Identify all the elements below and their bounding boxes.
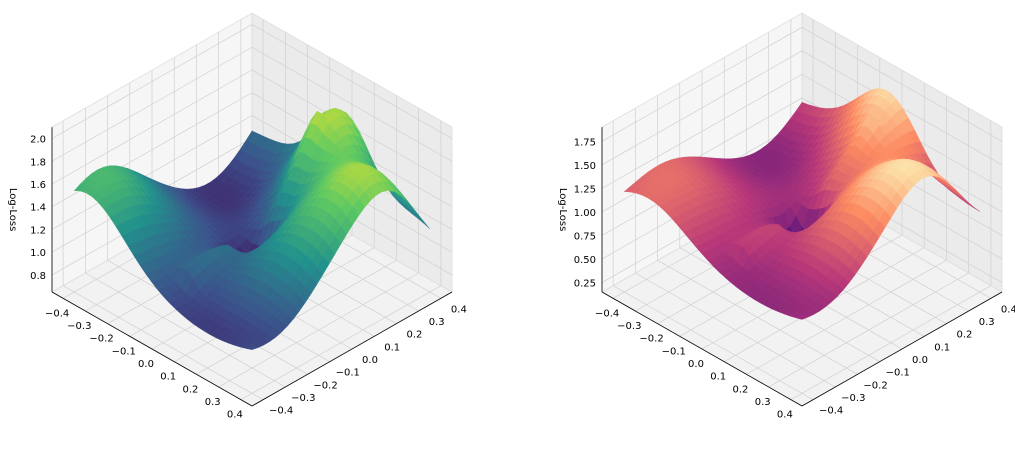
- x-tick-label: 0.2: [732, 384, 748, 395]
- x-tick-label: −0.3: [67, 321, 91, 332]
- x-tick-label: 0.0: [688, 359, 704, 370]
- surface-facet: [795, 314, 809, 320]
- y-tick-label: 0.4: [1001, 304, 1015, 315]
- x-tick-label: −0.4: [45, 308, 69, 319]
- y-tick-label: −0.1: [886, 368, 910, 379]
- x-tick-label: 0.2: [182, 384, 198, 395]
- axes: [51, 127, 453, 407]
- axes: [601, 127, 1003, 407]
- z-tick-label: 0.75: [574, 231, 596, 242]
- z-tick-label: 1.4: [30, 203, 46, 214]
- y-tick-label: 0.2: [956, 330, 972, 341]
- surface-plot-right: −0.4−0.3−0.2−0.10.00.10.20.30.4 −0.4−0.3−…: [557, 12, 1015, 421]
- y-tick-label: 0.3: [429, 317, 445, 328]
- x-tick-label: 0.1: [710, 372, 726, 383]
- surface-mesh: [623, 88, 980, 320]
- y-tick-label: −0.1: [336, 368, 360, 379]
- x-tick-label: 0.3: [755, 397, 771, 408]
- z-tick-label: 1.50: [574, 161, 596, 172]
- x-tick-label: 0.1: [160, 372, 176, 383]
- x-tick-label: 0.4: [777, 410, 793, 421]
- y-tick-label: 0.4: [451, 304, 467, 315]
- z-axis-label: Log-Loss: [7, 188, 18, 231]
- z-tick-label: 1.8: [30, 157, 46, 168]
- y-tick-label: 0.1: [384, 342, 400, 353]
- surface-plot-left: −0.4−0.3−0.2−0.10.00.10.20.30.4 −0.4−0.3−…: [7, 12, 467, 421]
- y-tick-label: −0.3: [841, 393, 865, 404]
- z-tick-label: 1.6: [30, 180, 46, 191]
- x-tick-label: −0.2: [639, 334, 663, 345]
- x-tick-label: −0.1: [112, 346, 136, 357]
- y-tick-label: −0.2: [863, 380, 887, 391]
- x-tick-label: −0.4: [595, 308, 619, 319]
- tick-labels: −0.4−0.3−0.2−0.10.00.10.20.30.4 −0.4−0.3−…: [30, 135, 467, 421]
- x-tick-label: −0.1: [662, 346, 686, 357]
- x-tick-label: −0.2: [89, 334, 113, 345]
- z-tick-label: 1.2: [30, 225, 46, 236]
- z-tick-label: 0.8: [30, 271, 46, 282]
- x-tick-label: −0.3: [617, 321, 641, 332]
- surface-mesh: [73, 107, 430, 350]
- z-tick-label: 0.25: [574, 279, 596, 290]
- surface-facet: [245, 345, 259, 350]
- z-axis-label: Log-Loss: [557, 188, 568, 231]
- y-tick-label: 0.2: [406, 330, 422, 341]
- y-tick-label: 0.0: [912, 355, 928, 366]
- y-tick-label: 0.0: [362, 355, 378, 366]
- x-tick-label: 0.3: [205, 397, 221, 408]
- y-tick-label: −0.4: [269, 406, 293, 417]
- y-tick-label: −0.3: [291, 393, 315, 404]
- z-tick-label: 1.0: [30, 248, 46, 259]
- z-tick-label: 1.00: [574, 208, 596, 219]
- y-tick-label: 0.3: [979, 317, 995, 328]
- z-tick-label: 1.75: [574, 137, 596, 148]
- z-tick-label: 2.0: [30, 135, 46, 146]
- z-tick-label: 1.25: [574, 184, 596, 195]
- y-tick-label: −0.2: [313, 380, 337, 391]
- x-tick-label: 0.0: [138, 359, 154, 370]
- z-tick-label: 0.50: [574, 255, 596, 266]
- y-tick-label: −0.4: [819, 406, 843, 417]
- x-tick-label: 0.4: [227, 410, 243, 421]
- tick-labels: −0.4−0.3−0.2−0.10.00.10.20.30.4 −0.4−0.3−…: [574, 137, 1015, 420]
- y-tick-label: 0.1: [934, 342, 950, 353]
